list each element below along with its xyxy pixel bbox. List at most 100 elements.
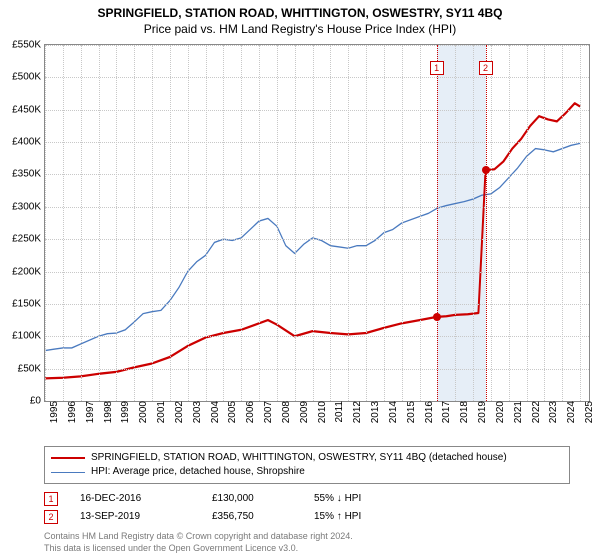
sale-marker-point <box>482 166 490 174</box>
x-axis-label: 1997 <box>85 401 96 423</box>
legend-label: HPI: Average price, detached house, Shro… <box>91 465 305 479</box>
y-axis-label: £150K <box>12 298 41 309</box>
grid-line-v <box>259 45 260 401</box>
y-axis-label: £450K <box>12 104 41 115</box>
grid-line-v <box>206 45 207 401</box>
y-axis-label: £0 <box>30 396 41 407</box>
grid-line-v <box>134 45 135 401</box>
sale-reference-line <box>486 45 487 401</box>
grid-line-h <box>45 174 589 175</box>
x-axis-label: 2014 <box>388 401 399 423</box>
sale-row: 2 13-SEP-2019 £356,750 15% ↑ HPI <box>44 508 570 526</box>
grid-line-v <box>473 45 474 401</box>
grid-line-v <box>402 45 403 401</box>
x-axis-label: 2025 <box>584 401 595 423</box>
chart-subtitle: Price paid vs. HM Land Registry's House … <box>10 22 590 36</box>
grid-line-v <box>116 45 117 401</box>
x-axis-label: 2011 <box>334 401 345 423</box>
legend-row: HPI: Average price, detached house, Shro… <box>51 465 563 479</box>
chart-footer: Contains HM Land Registry data © Crown c… <box>44 530 570 554</box>
grid-line-h <box>45 304 589 305</box>
grid-line-v <box>348 45 349 401</box>
grid-line-v <box>277 45 278 401</box>
grid-line-v <box>455 45 456 401</box>
grid-line-h <box>45 77 589 78</box>
sale-date: 13-SEP-2019 <box>80 508 190 526</box>
x-axis-label: 2004 <box>210 401 221 423</box>
grid-line-h <box>45 272 589 273</box>
x-axis-label: 2022 <box>531 401 542 423</box>
grid-line-v <box>45 45 46 401</box>
x-axis-label: 2001 <box>156 401 167 423</box>
y-axis-label: £200K <box>12 266 41 277</box>
plot-wrapper: £0£50K£100K£150K£200K£250K£300K£350K£400… <box>0 38 600 442</box>
x-axis-label: 2017 <box>441 401 452 423</box>
x-axis-label: 2020 <box>495 401 506 423</box>
legend-swatch <box>51 457 85 459</box>
x-axis-label: 2023 <box>548 401 559 423</box>
grid-line-h <box>45 369 589 370</box>
x-axis-label: 2019 <box>477 401 488 423</box>
y-axis-label: £100K <box>12 331 41 342</box>
x-axis-label: 2018 <box>459 401 470 423</box>
plot-area: £0£50K£100K£150K£200K£250K£300K£350K£400… <box>44 44 590 402</box>
chart-lines-svg <box>45 45 589 401</box>
sale-date: 16-DEC-2016 <box>80 490 190 508</box>
grid-line-v <box>188 45 189 401</box>
grid-line-v <box>420 45 421 401</box>
sale-vs-hpi: 55% ↓ HPI <box>314 490 404 508</box>
sale-reference-line <box>437 45 438 401</box>
x-axis-label: 1998 <box>103 401 114 423</box>
grid-line-v <box>223 45 224 401</box>
grid-line-h <box>45 207 589 208</box>
grid-line-v <box>330 45 331 401</box>
x-axis-label: 2005 <box>227 401 238 423</box>
x-axis-label: 2009 <box>299 401 310 423</box>
x-axis-label: 1996 <box>67 401 78 423</box>
grid-line-h <box>45 239 589 240</box>
legend-swatch <box>51 472 85 473</box>
x-axis-label: 2012 <box>352 401 363 423</box>
sale-index-box: 2 <box>44 510 58 524</box>
sale-vs-hpi: 15% ↑ HPI <box>314 508 404 526</box>
footer-line-2: This data is licensed under the Open Gov… <box>44 542 570 554</box>
grid-line-v <box>491 45 492 401</box>
x-axis-label: 2000 <box>138 401 149 423</box>
grid-line-h <box>45 110 589 111</box>
grid-line-h <box>45 45 589 46</box>
grid-line-v <box>241 45 242 401</box>
y-axis-label: £300K <box>12 201 41 212</box>
sale-badge: 2 <box>479 61 493 75</box>
grid-line-v <box>562 45 563 401</box>
x-axis-label: 1995 <box>49 401 60 423</box>
grid-line-v <box>152 45 153 401</box>
sale-badge: 1 <box>430 61 444 75</box>
sale-price: £356,750 <box>212 508 292 526</box>
grid-line-v <box>580 45 581 401</box>
x-axis-label: 2021 <box>513 401 524 423</box>
y-axis-label: £550K <box>12 40 41 51</box>
legend-box: SPRINGFIELD, STATION ROAD, WHITTINGTON, … <box>44 446 570 484</box>
grid-line-v <box>170 45 171 401</box>
y-axis-label: £500K <box>12 72 41 83</box>
grid-line-v <box>313 45 314 401</box>
y-axis-label: £50K <box>18 363 41 374</box>
x-axis-label: 2015 <box>406 401 417 423</box>
sale-marker-point <box>433 313 441 321</box>
chart-header: SPRINGFIELD, STATION ROAD, WHITTINGTON, … <box>0 0 600 38</box>
grid-line-h <box>45 336 589 337</box>
grid-line-v <box>366 45 367 401</box>
grid-line-v <box>81 45 82 401</box>
x-axis-label: 2010 <box>317 401 328 423</box>
grid-line-h <box>45 142 589 143</box>
grid-line-v <box>509 45 510 401</box>
x-axis-label: 2016 <box>424 401 435 423</box>
legend-row: SPRINGFIELD, STATION ROAD, WHITTINGTON, … <box>51 451 563 465</box>
grid-line-v <box>99 45 100 401</box>
grid-line-v <box>527 45 528 401</box>
y-axis-label: £350K <box>12 169 41 180</box>
grid-line-v <box>295 45 296 401</box>
grid-line-v <box>384 45 385 401</box>
y-axis-label: £250K <box>12 234 41 245</box>
chart-title: SPRINGFIELD, STATION ROAD, WHITTINGTON, … <box>10 6 590 20</box>
